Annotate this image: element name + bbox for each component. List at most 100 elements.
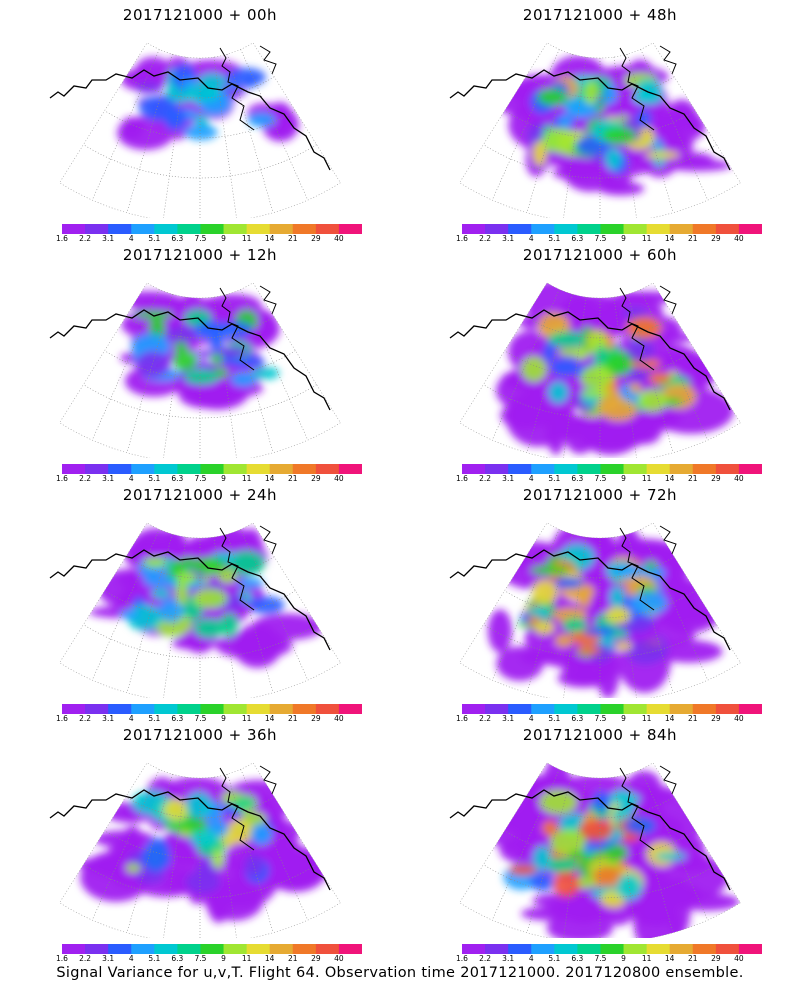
- colorbar-label: 2.2: [479, 954, 492, 963]
- colorbar-swatch: [623, 944, 648, 954]
- colorbar-label: 29: [711, 954, 721, 963]
- colorbar-swatch: [462, 704, 486, 714]
- colorbar-swatch: [315, 464, 340, 474]
- colorbar-label: 3.1: [502, 954, 515, 963]
- variance-map: [449, 42, 741, 218]
- colorbar-label: 6.3: [571, 954, 584, 963]
- colorbar-label: 2.2: [479, 234, 492, 243]
- colorbar-label: 11: [641, 234, 652, 243]
- colorbar-swatch: [715, 224, 740, 234]
- colorbar-swatch: [292, 224, 317, 234]
- colorbar: [62, 944, 362, 954]
- colorbar-label: 14: [664, 474, 675, 483]
- colorbar-label: 4: [128, 714, 134, 723]
- colorbar-label: 14: [664, 234, 675, 243]
- variance-map: [49, 522, 341, 698]
- colorbar-swatch: [508, 944, 532, 954]
- colorbar-label: 5.1: [148, 474, 161, 483]
- colorbar-swatch: [623, 224, 648, 234]
- colorbar: [462, 704, 762, 714]
- colorbar-swatch: [269, 944, 294, 954]
- colorbar-swatch: [62, 224, 86, 234]
- colorbar-label: 3.1: [102, 234, 115, 243]
- colorbar-labels: 1.6 2.2 3.1 4 5.1 6.3 7.5 9 11 14 21 29 40: [452, 234, 762, 246]
- colorbar-label: 7.5: [194, 954, 207, 963]
- colorbar-swatch: [531, 944, 555, 954]
- colorbar-labels: 1.6 2.2 3.1 4 5.1 6.3 7.5 9 11 14 21 29 40: [452, 714, 762, 726]
- map-panel: 2017121000 + 00h 1.6 2.2 3.1 4 5.1 6.3 7.5 9 11 14…: [0, 0, 400, 243]
- colorbar-swatch: [646, 224, 671, 234]
- colorbar-label: 3.1: [102, 714, 115, 723]
- colorbar-swatch: [715, 944, 740, 954]
- colorbar-label: 7.5: [594, 954, 607, 963]
- colorbar-label: 3.1: [502, 714, 515, 723]
- colorbar-label: 14: [264, 954, 275, 963]
- colorbar-swatch: [223, 464, 248, 474]
- colorbar-label: 5.1: [548, 714, 561, 723]
- colorbar-swatch: [508, 464, 532, 474]
- colorbar-swatch: [692, 464, 717, 474]
- colorbar-label: 21: [687, 474, 698, 483]
- colorbar-swatch: [177, 224, 201, 234]
- colorbar-label: 7.5: [194, 234, 207, 243]
- panel-title: 2017121000 + 60h: [522, 246, 678, 264]
- colorbar-label: 6.3: [571, 714, 584, 723]
- colorbar-swatch: [485, 944, 509, 954]
- colorbar-label: 40: [334, 954, 344, 963]
- colorbar-swatch: [246, 464, 271, 474]
- map-panel: 2017121000 + 60h 1.6 2.2 3.1 4 5.1 6.3 7.5 9 11 14…: [400, 240, 800, 483]
- colorbar-label: 21: [687, 954, 698, 963]
- variance-map: [449, 522, 741, 698]
- colorbar-label: 9: [221, 474, 226, 483]
- colorbar-label: 40: [734, 954, 744, 963]
- colorbar-swatch: [462, 464, 486, 474]
- colorbar-swatch: [646, 944, 671, 954]
- colorbar-label: 2.2: [479, 474, 492, 483]
- colorbar-label: 14: [264, 234, 275, 243]
- colorbar-label: 40: [734, 714, 744, 723]
- colorbar-swatch: [108, 464, 132, 474]
- panel-title: 2017121000 + 84h: [522, 726, 678, 744]
- colorbar-swatch: [738, 224, 762, 234]
- colorbar-label: 21: [287, 714, 298, 723]
- colorbar-label: 40: [334, 234, 344, 243]
- colorbar-label: 40: [734, 234, 744, 243]
- colorbar-label: 40: [734, 474, 744, 483]
- colorbar: [462, 464, 762, 474]
- colorbar-label: 1.6: [456, 714, 468, 723]
- colorbar-label: 1.6: [456, 474, 468, 483]
- map-panel: 2017121000 + 36h 1.6 2.2 3.1 4 5.1 6.3 7.5 9 11 14…: [0, 720, 400, 963]
- colorbar-swatch: [692, 704, 717, 714]
- colorbar-swatch: [85, 224, 109, 234]
- colorbar-label: 5.1: [548, 234, 561, 243]
- colorbar-label: 2.2: [79, 714, 92, 723]
- colorbar-label: 5.1: [548, 474, 561, 483]
- colorbar-label: 40: [334, 714, 344, 723]
- colorbar-swatch: [554, 944, 578, 954]
- colorbar-label: 29: [311, 234, 321, 243]
- colorbar-swatch: [62, 464, 86, 474]
- colorbar-swatch: [200, 224, 225, 234]
- panel-title: 2017121000 + 36h: [122, 726, 278, 744]
- colorbar-label: 4: [528, 714, 534, 723]
- colorbar-label: 29: [711, 234, 721, 243]
- colorbar-label: 6.3: [171, 954, 184, 963]
- colorbar-swatch: [600, 704, 625, 714]
- colorbar-swatch: [223, 944, 248, 954]
- colorbar: [462, 224, 762, 234]
- colorbar-labels: 1.6 2.2 3.1 4 5.1 6.3 7.5 9 11 14 21 29 40: [52, 714, 362, 726]
- colorbar-label: 5.1: [548, 954, 561, 963]
- colorbar: [62, 224, 362, 234]
- colorbar-swatch: [531, 464, 555, 474]
- colorbar-swatch: [177, 464, 201, 474]
- colorbar-swatch: [738, 944, 762, 954]
- colorbar-swatch: [85, 704, 109, 714]
- colorbar-swatch: [692, 944, 717, 954]
- map-panel: 2017121000 + 12h 1.6 2.2 3.1 4 5.1 6.3 7.5 9 11 14…: [0, 240, 400, 483]
- colorbar: [62, 704, 362, 714]
- colorbar-label: 9: [221, 714, 226, 723]
- colorbar-label: 7.5: [194, 474, 207, 483]
- colorbar-swatch: [223, 224, 248, 234]
- colorbar-label: 21: [287, 954, 298, 963]
- colorbar-swatch: [338, 944, 362, 954]
